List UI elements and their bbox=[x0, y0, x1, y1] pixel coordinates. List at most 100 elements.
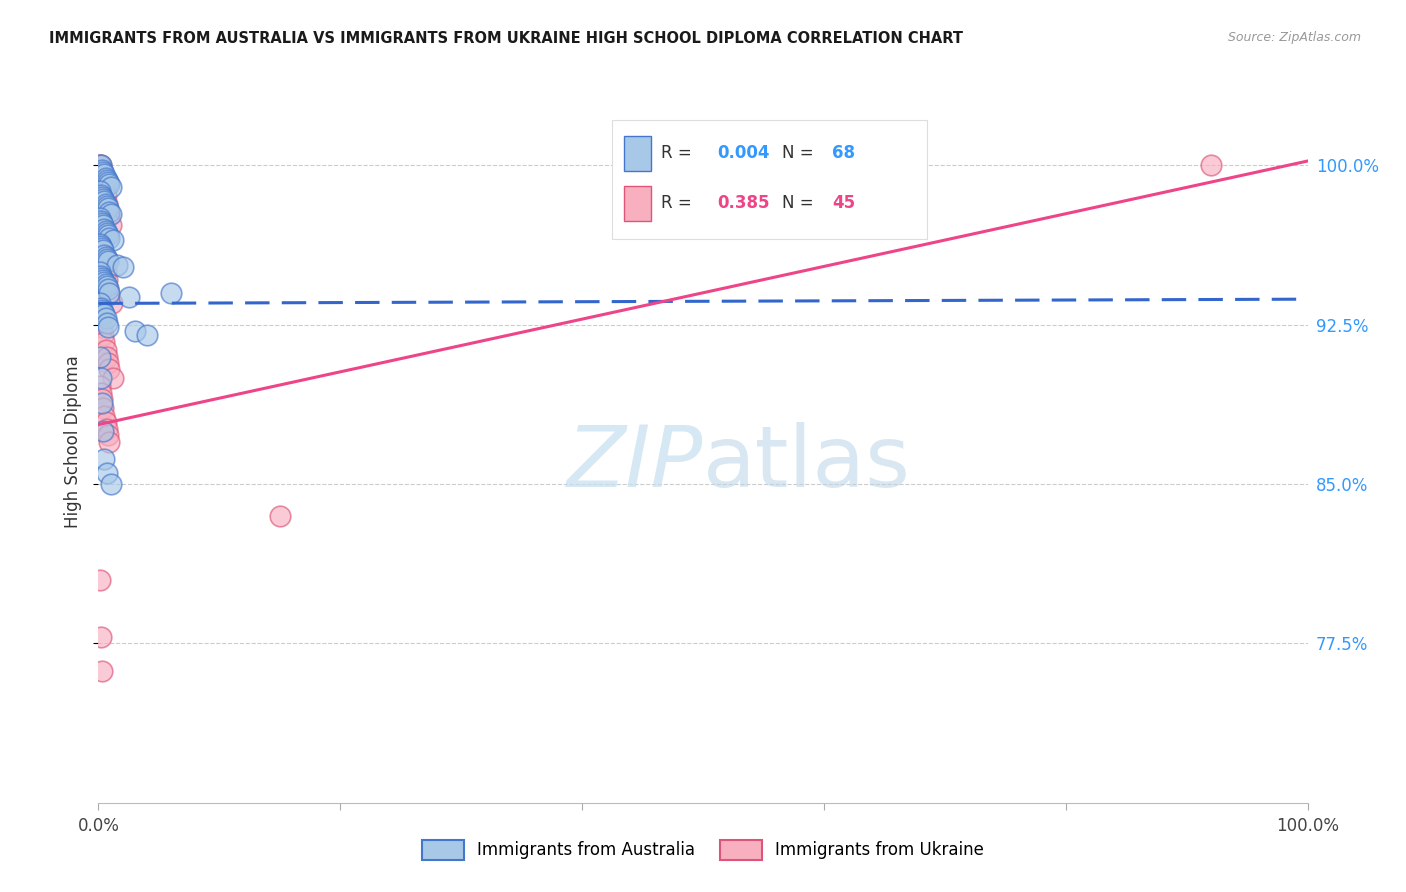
Point bbox=[91, 162, 114, 177]
Point bbox=[98, 230, 121, 244]
Point bbox=[94, 188, 117, 202]
Point bbox=[93, 275, 115, 289]
Point bbox=[89, 296, 111, 310]
Point bbox=[93, 194, 115, 209]
Point bbox=[91, 241, 114, 255]
Text: 68: 68 bbox=[832, 144, 855, 161]
Point bbox=[90, 239, 112, 253]
Point bbox=[97, 281, 120, 295]
Text: 45: 45 bbox=[832, 194, 855, 212]
Point bbox=[90, 158, 112, 172]
Point bbox=[91, 424, 114, 438]
Point bbox=[91, 241, 114, 255]
Point bbox=[90, 385, 112, 400]
Point bbox=[89, 264, 111, 278]
Point bbox=[91, 664, 114, 678]
Point bbox=[91, 401, 114, 415]
Point bbox=[89, 158, 111, 172]
Point bbox=[269, 508, 291, 523]
Point bbox=[96, 350, 118, 364]
Point bbox=[91, 244, 114, 258]
Point bbox=[93, 451, 115, 466]
Point bbox=[90, 313, 112, 327]
Point bbox=[97, 228, 120, 243]
Point bbox=[91, 392, 114, 406]
Point bbox=[97, 428, 120, 442]
Point bbox=[98, 205, 121, 219]
Point bbox=[98, 285, 121, 300]
Point bbox=[96, 252, 118, 266]
Point bbox=[96, 279, 118, 293]
Point bbox=[90, 188, 112, 202]
Text: IMMIGRANTS FROM AUSTRALIA VS IMMIGRANTS FROM UKRAINE HIGH SCHOOL DIPLOMA CORRELA: IMMIGRANTS FROM AUSTRALIA VS IMMIGRANTS … bbox=[49, 31, 963, 46]
Point bbox=[90, 371, 112, 385]
Point bbox=[98, 288, 121, 302]
Point bbox=[90, 235, 112, 249]
Point bbox=[97, 175, 120, 189]
Point bbox=[96, 227, 118, 241]
Point bbox=[100, 207, 122, 221]
Point bbox=[98, 434, 121, 449]
Bar bbox=[624, 186, 651, 221]
Point bbox=[89, 236, 111, 251]
Legend: Immigrants from Australia, Immigrants from Ukraine: Immigrants from Australia, Immigrants fr… bbox=[415, 833, 991, 867]
Bar bbox=[624, 136, 651, 170]
FancyBboxPatch shape bbox=[613, 120, 927, 239]
Point bbox=[96, 316, 118, 330]
Point bbox=[90, 301, 112, 315]
Point bbox=[96, 422, 118, 436]
Point bbox=[97, 202, 120, 217]
Point bbox=[93, 258, 115, 272]
Point bbox=[118, 290, 141, 304]
Point bbox=[97, 356, 120, 370]
Point bbox=[96, 196, 118, 211]
Point bbox=[89, 158, 111, 172]
Point bbox=[91, 305, 114, 319]
Point bbox=[90, 630, 112, 644]
Text: 0.385: 0.385 bbox=[717, 194, 770, 212]
Point bbox=[91, 216, 114, 230]
Point bbox=[90, 213, 112, 227]
Y-axis label: High School Diploma: High School Diploma bbox=[65, 355, 83, 528]
Point bbox=[94, 416, 117, 430]
Point bbox=[94, 171, 117, 186]
Point bbox=[1199, 158, 1222, 172]
Point bbox=[97, 253, 120, 268]
Point bbox=[93, 334, 115, 349]
Point bbox=[91, 218, 114, 232]
Point bbox=[135, 328, 157, 343]
Point bbox=[91, 273, 114, 287]
Point bbox=[89, 227, 111, 241]
Point bbox=[89, 184, 111, 198]
Point bbox=[89, 350, 111, 364]
Text: 0.004: 0.004 bbox=[717, 144, 770, 161]
Point bbox=[90, 268, 112, 283]
Point bbox=[100, 218, 122, 232]
Point bbox=[91, 396, 114, 410]
Point bbox=[89, 211, 111, 226]
Text: atlas: atlas bbox=[703, 422, 911, 505]
Point bbox=[96, 199, 118, 213]
Point bbox=[97, 281, 120, 295]
Point bbox=[91, 190, 114, 204]
Point bbox=[160, 285, 183, 300]
Point bbox=[91, 302, 114, 317]
Point bbox=[94, 311, 117, 326]
Point bbox=[89, 305, 111, 319]
Point bbox=[98, 178, 121, 192]
Text: ZIP: ZIP bbox=[567, 422, 703, 505]
Point bbox=[91, 250, 114, 264]
Point bbox=[100, 179, 122, 194]
Point bbox=[111, 260, 134, 275]
Point bbox=[97, 201, 120, 215]
Point bbox=[91, 192, 114, 206]
Point bbox=[97, 319, 120, 334]
Point bbox=[91, 171, 114, 186]
Point bbox=[96, 273, 118, 287]
Point bbox=[96, 173, 118, 187]
Point bbox=[91, 164, 114, 178]
Point bbox=[89, 573, 111, 587]
Point bbox=[91, 271, 114, 285]
Point bbox=[124, 324, 146, 338]
Point bbox=[93, 179, 115, 194]
